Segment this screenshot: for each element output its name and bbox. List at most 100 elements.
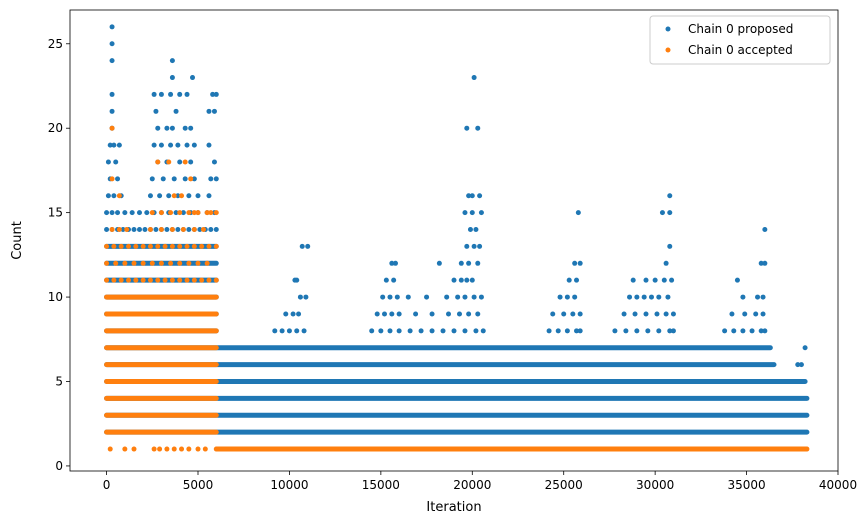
data-point [561,311,567,317]
data-point [654,311,660,317]
data-point [762,227,768,233]
data-point [144,210,150,216]
data-point [458,277,464,283]
data-point [168,91,174,97]
x-axis-label: Iteration [426,500,481,515]
data-point [116,193,122,199]
data-point [424,294,430,300]
data-point [630,277,636,283]
data-point [131,260,137,266]
data-point [169,125,175,131]
data-point [458,260,464,266]
data-point [477,243,483,249]
data-point [191,210,197,216]
data-point [211,108,217,114]
data-point [464,243,470,249]
data-point [184,142,190,148]
data-point [191,227,197,233]
data-point [462,294,468,300]
data-point [464,277,470,283]
data-point [206,108,212,114]
data-point [195,193,201,199]
data-point [413,311,419,317]
data-point [184,91,190,97]
data-point [798,362,804,368]
data-point [283,311,289,317]
data-point [153,227,159,233]
data-point [111,193,117,199]
data-point [169,243,175,249]
data-point [648,294,654,300]
data-point [206,277,212,283]
data-point [383,277,389,283]
point-band [104,345,773,351]
data-point [742,311,748,317]
data-point [107,142,113,148]
data-point [197,227,203,233]
data-point [164,227,170,233]
data-point [279,328,285,334]
data-point [667,193,673,199]
data-point [104,277,110,283]
data-point [104,260,110,266]
data-point [182,125,188,131]
data-point [286,328,292,334]
data-point [124,227,130,233]
legend-marker [665,47,671,53]
data-point [623,328,629,334]
data-point [577,311,583,317]
data-point [758,328,764,334]
data-point [168,142,174,148]
data-point [467,227,473,233]
data-point [105,159,111,165]
data-point [380,294,386,300]
x-tick-label: 10000 [270,478,308,492]
data-point [210,91,216,97]
point-band [104,395,810,401]
data-point [369,328,375,334]
data-point [120,227,126,233]
data-point [802,345,808,351]
data-point [382,311,388,317]
data-point [656,294,662,300]
data-point [670,328,676,334]
data-point [116,142,122,148]
data-point [392,260,398,266]
data-point [149,210,155,216]
data-point [140,277,146,283]
data-point [564,328,570,334]
data-point [566,277,572,283]
data-point [429,311,435,317]
data-point [469,193,475,199]
data-point [466,260,472,266]
data-point [177,277,183,283]
data-point [294,328,300,334]
data-point [149,260,155,266]
data-point [418,328,424,334]
data-point [153,108,159,114]
y-tick-label: 5 [55,375,63,389]
point-band [104,328,219,334]
data-point [182,159,188,165]
data-point [158,260,164,266]
point-band [104,345,219,351]
data-point [136,210,142,216]
data-point [129,210,135,216]
data-point [105,193,111,199]
data-point [133,243,139,249]
data-point [577,328,583,334]
data-point [109,227,115,233]
x-tick-label: 40000 [819,478,857,492]
data-point [195,260,201,266]
point-band [104,294,219,300]
data-point [107,446,113,452]
data-point [722,328,728,334]
data-point [118,243,124,249]
data-point [634,328,640,334]
data-point [158,210,164,216]
data-point [213,210,219,216]
data-point [659,210,665,216]
point-band [104,362,219,368]
data-point [396,311,402,317]
